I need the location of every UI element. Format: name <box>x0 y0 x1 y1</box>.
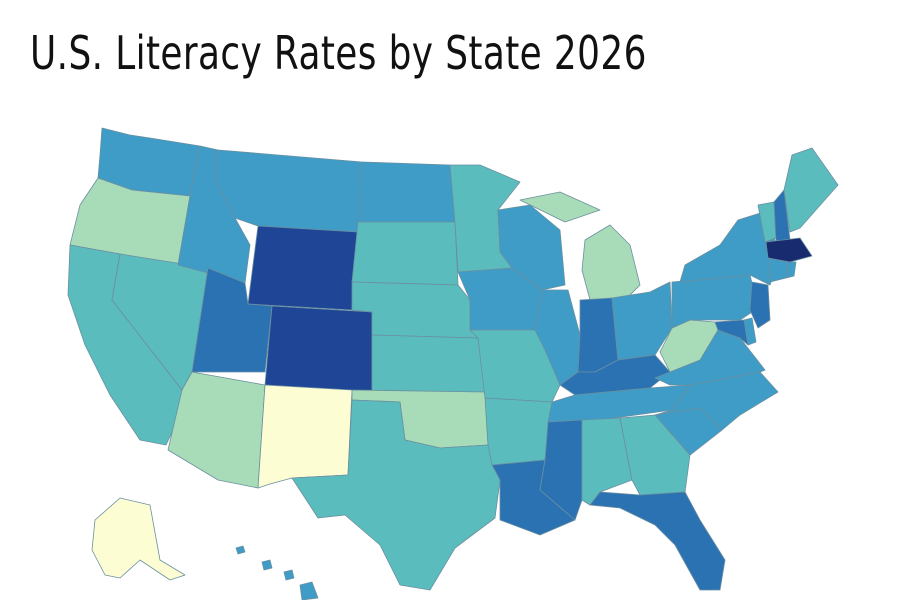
state-texas[interactable] <box>291 399 501 591</box>
state-florida[interactable] <box>589 491 726 591</box>
state-arizona[interactable] <box>167 371 266 489</box>
state-alaska[interactable] <box>91 497 186 581</box>
state-south-dakota[interactable] <box>351 221 459 286</box>
state-maine[interactable] <box>783 147 839 233</box>
state-indiana[interactable] <box>577 297 619 373</box>
state-north-dakota[interactable] <box>357 161 456 223</box>
state-connecticut[interactable] <box>767 257 789 283</box>
state-new-jersey[interactable] <box>749 281 771 329</box>
state-montana[interactable] <box>214 149 363 233</box>
state-massachusetts[interactable] <box>765 237 813 263</box>
state-hawaii[interactable] <box>235 545 319 600</box>
state-wisconsin[interactable] <box>497 204 566 291</box>
state-new-mexico[interactable] <box>257 384 353 489</box>
state-colorado[interactable] <box>264 305 373 393</box>
state-wyoming[interactable] <box>247 225 359 311</box>
state-arkansas[interactable] <box>484 397 553 466</box>
state-kansas[interactable] <box>371 334 486 393</box>
state-rhode-island[interactable] <box>785 261 797 279</box>
state-michigan[interactable] <box>519 191 641 301</box>
map-title: U.S. Literacy Rates by State 2026 <box>30 26 647 80</box>
state-maryland[interactable] <box>714 319 749 346</box>
